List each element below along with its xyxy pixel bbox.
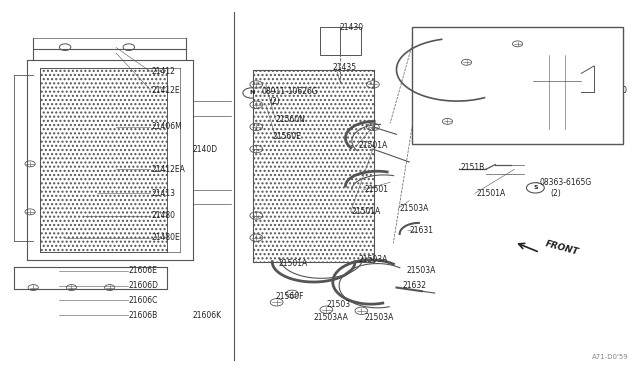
Text: 21606E: 21606E [129,266,157,275]
Text: N: N [249,90,255,96]
Text: 21516: 21516 [537,71,561,80]
Bar [534,55,581,129]
Text: 21435: 21435 [333,63,357,72]
Text: 21503A: 21503A [358,255,388,264]
Text: 21501E: 21501E [441,45,470,54]
Text: 21412EA: 21412EA [151,165,185,174]
Text: 21501A: 21501A [278,259,308,268]
Text: 21406M: 21406M [151,122,182,131]
Text: 21560E: 21560E [272,132,301,141]
Text: S: S [533,185,538,190]
Bar [320,27,362,55]
Text: 21503: 21503 [326,300,351,309]
Bar [253,70,374,262]
Text: 21515: 21515 [537,56,561,65]
Text: 08911-10626G: 08911-10626G [261,87,318,96]
Text: 21560F: 21560F [275,292,304,301]
Text: 21501A: 21501A [352,207,381,217]
Text: 21560N: 21560N [275,115,305,124]
Text: 21503A: 21503A [399,203,429,213]
Text: 21501A: 21501A [476,189,506,198]
Text: 21606C: 21606C [129,296,158,305]
Text: 21632: 21632 [403,281,427,290]
Text: 21412E: 21412E [151,86,180,94]
Bar [40,68,167,253]
Text: FRONT: FRONT [544,239,580,257]
Bar [412,27,623,144]
Text: 21503A: 21503A [406,266,435,275]
Text: 21606B: 21606B [129,311,158,320]
Text: 21501A: 21501A [358,141,387,150]
Text: 21510: 21510 [604,86,628,94]
Text: A71-D0'59: A71-D0'59 [592,353,629,359]
Text: 21606D: 21606D [129,281,159,290]
Text: 2140D: 2140D [193,145,218,154]
Text: 21503AA: 21503AA [314,312,349,321]
Text: 21501E: 21501E [454,115,483,124]
Text: 21606K: 21606K [193,311,221,320]
Text: 21480E: 21480E [151,233,180,242]
Text: 21412: 21412 [151,67,175,76]
Text: 08363-6165G: 08363-6165G [540,178,592,187]
Text: 2151B: 2151B [460,163,484,172]
Text: (2): (2) [269,97,280,106]
Text: 21631: 21631 [409,226,433,235]
Text: (2): (2) [550,189,561,198]
Text: 21430: 21430 [339,23,364,32]
Text: 21480: 21480 [151,211,175,220]
Text: 21501: 21501 [365,185,388,194]
Text: 21413: 21413 [151,189,175,198]
Text: 21503A: 21503A [365,312,394,321]
